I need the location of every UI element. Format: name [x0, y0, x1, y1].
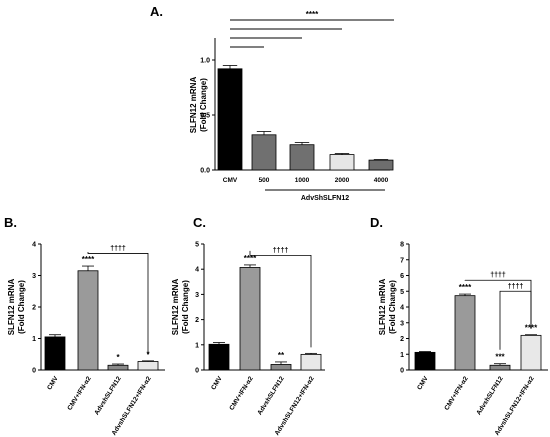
significance-stars: **** — [459, 283, 472, 292]
bar — [414, 351, 436, 371]
y-tick-label: 4 — [400, 305, 404, 312]
category-label: AdvshSLFN12 — [256, 375, 285, 416]
category-label: 1000 — [295, 177, 310, 184]
significance-stars: **** — [244, 254, 257, 263]
bar — [107, 364, 129, 371]
y-tick-label: 7 — [400, 257, 404, 264]
y-axis-label-line: (Fold Change) — [17, 280, 26, 334]
y-tick-label: 3 — [400, 320, 404, 327]
y-axis-label: SLFN12 mRNA(Fold Change) — [171, 279, 190, 336]
y-tick-label: 2 — [195, 317, 199, 324]
y-tick-label: 2 — [400, 336, 404, 343]
category-label: 4000 — [374, 177, 389, 184]
bar — [489, 364, 511, 371]
significance-stars: * — [146, 350, 150, 359]
bar — [251, 134, 277, 171]
significance-stars: * — [116, 353, 120, 362]
y-tick-label: 4 — [32, 242, 36, 249]
category-label: CMV — [223, 177, 238, 184]
y-tick-label: 1 — [400, 352, 404, 359]
bar — [329, 154, 355, 171]
y-tick-label: 0.0 — [200, 168, 210, 175]
category-label: CMV — [46, 375, 60, 392]
bar — [239, 267, 261, 371]
y-tick-label: 1 — [32, 336, 36, 343]
panel-letter: D. — [370, 215, 383, 230]
category-label: CMV — [416, 375, 430, 392]
y-tick-label: 2 — [32, 305, 36, 312]
panel-letter: B. — [4, 215, 17, 230]
bar — [520, 334, 542, 371]
y-tick-label: 5 — [195, 242, 199, 249]
significance-daggers: †††† — [110, 245, 126, 252]
significance-stars: **** — [82, 255, 95, 264]
category-label: CMV+IFN-α2 — [228, 375, 255, 412]
y-tick-label: 5 — [400, 289, 404, 296]
significance-stars: *** — [495, 353, 505, 362]
panel-d: D. SLFN12 mRNA(Fold Change) 0 1 2 3 4 5 6 7 8 CMV CM… — [370, 215, 548, 437]
bar — [208, 343, 230, 371]
significance-daggers: †††† — [490, 272, 506, 279]
y-axis-label-line: (Fold Change) — [199, 78, 208, 132]
y-tick-label: 1 — [195, 342, 199, 349]
category-label: AdvshSLFN12 — [93, 375, 122, 416]
bar — [454, 295, 476, 371]
y-axis-label-line: SLFN12 mRNA — [189, 77, 198, 134]
bar — [77, 270, 99, 371]
y-tick-label: 4 — [195, 267, 199, 274]
y-tick-label: 0 — [400, 368, 404, 375]
category-label: CMV+IFN-α2 — [66, 375, 93, 412]
bar — [270, 364, 292, 371]
category-label: CMV+IFN-α2 — [443, 375, 470, 412]
y-tick-label: 1.0 — [200, 58, 210, 65]
comparison-bracket — [499, 290, 532, 350]
category-label: AdvshSLFN12 — [475, 375, 504, 416]
significance-daggers: †††† — [508, 283, 524, 290]
comparison-bracket — [249, 250, 312, 348]
bar — [44, 336, 66, 371]
y-axis-label-line: (Fold Change) — [388, 280, 397, 334]
bar — [368, 159, 394, 171]
y-tick-label: 0 — [32, 368, 36, 375]
bar — [137, 361, 159, 371]
bar — [217, 68, 243, 171]
category-label: 500 — [259, 177, 270, 184]
y-tick-label: 8 — [400, 242, 404, 249]
significance-stars: **** — [306, 10, 319, 19]
bar — [289, 144, 315, 171]
significance-stars: **** — [525, 324, 538, 333]
category-label: CMV — [210, 375, 224, 392]
y-tick-label: 0.5 — [200, 113, 210, 120]
bar — [300, 353, 322, 371]
y-tick-label: 6 — [400, 273, 404, 280]
y-tick-label: 3 — [195, 292, 199, 299]
y-axis-label-line: SLFN12 mRNA — [171, 279, 180, 336]
y-axis-label: SLFN12 mRNA(Fold Change) — [378, 279, 397, 336]
y-tick-label: 0 — [195, 368, 199, 375]
panel-b: B. SLFN12 mRNA(Fold Change) 0 1 2 3 4 CMV CMV+IF… — [4, 215, 165, 437]
y-tick-label: 3 — [32, 273, 36, 280]
x-axis-label: AdvShSLFN12 — [301, 195, 349, 202]
y-axis-label: SLFN12 mRNA(Fold Change) — [7, 279, 26, 336]
panel-letter: A. — [150, 4, 163, 19]
y-axis-label-line: SLFN12 mRNA — [7, 279, 16, 336]
significance-stars: ** — [278, 351, 285, 360]
significance-daggers: †††† — [273, 247, 289, 254]
panel-c: C. SLFN12 mRNA(Fold Change) 0 1 2 3 4 5 CMV CMV+I… — [171, 215, 325, 437]
category-label: 2000 — [335, 177, 350, 184]
comparison-bracket — [87, 252, 149, 355]
y-axis-label-line: SLFN12 mRNA — [378, 279, 387, 336]
panel-letter: C. — [193, 215, 206, 230]
y-axis-label-line: (Fold Change) — [181, 280, 190, 334]
panel-a: A. SLFN12 mRNA(Fold Change) 0.0 0.5 1.0 CMV 50… — [150, 4, 394, 202]
y-axis-label: SLFN12 mRNA(Fold Change) — [189, 77, 208, 134]
